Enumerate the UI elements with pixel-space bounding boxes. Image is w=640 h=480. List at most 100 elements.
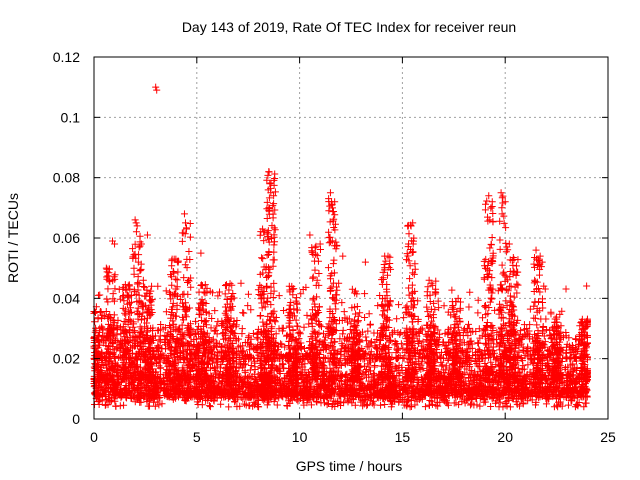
data-point [229,289,237,297]
data-point [168,281,176,289]
data-point [134,286,142,294]
data-point [396,369,404,377]
data-point [173,276,181,284]
data-point [247,361,255,369]
data-point [207,324,215,332]
data-point [544,362,552,370]
data-point [168,262,176,270]
data-point [359,369,367,377]
data-point [133,280,141,288]
data-point [158,400,166,408]
data-point [438,362,446,370]
data-point [207,364,215,372]
data-point [320,363,328,371]
data-point [362,392,370,400]
data-point [336,389,344,397]
data-point [411,389,419,397]
data-point [540,332,548,340]
data-point [213,362,221,370]
data-point [474,339,482,347]
data-point [479,381,487,389]
data-point [458,360,466,368]
data-point [131,327,139,335]
data-point [144,402,152,410]
data-point [367,367,375,375]
data-point [281,391,289,399]
data-point [342,356,350,364]
data-point [239,342,247,350]
data-point [467,337,475,345]
data-point [237,349,245,357]
data-point [363,343,371,351]
data-point [583,392,591,400]
data-point [91,318,99,326]
data-point [494,384,502,392]
data-point [415,364,423,372]
data-point [465,361,473,369]
data-point [382,350,390,358]
data-point [330,338,338,346]
data-point [185,247,193,255]
data-point [392,364,400,372]
data-point [273,401,281,409]
data-point [125,282,133,290]
data-point [244,339,252,347]
data-point [527,389,535,397]
data-point [276,389,284,397]
data-point [339,330,347,338]
data-point [164,329,172,337]
data-point [407,402,415,410]
data-point [251,363,259,371]
data-point [285,365,293,373]
data-point [519,333,527,341]
data-point [217,400,225,408]
data-point [136,323,144,331]
data-point [472,328,480,336]
data-point [515,334,523,342]
data-point [249,329,257,337]
data-point [120,401,128,409]
data-point [453,392,461,400]
data-point [397,329,405,337]
data-point [432,401,440,409]
data-point [468,344,476,352]
data-point [137,266,145,274]
data-point [206,402,214,410]
data-point [180,290,188,298]
chart-title: Day 143 of 2019, Rate Of TEC Index for r… [182,19,516,35]
data-point [136,232,144,240]
data-point [256,312,264,320]
data-point [466,338,474,346]
data-point [126,316,134,324]
data-point [438,361,446,369]
data-point [421,403,429,411]
data-point [515,348,523,356]
data-point [464,348,472,356]
data-point [199,379,207,387]
data-point [496,346,504,354]
data-point [520,365,528,373]
data-point [268,323,276,331]
data-point [458,388,466,396]
data-points [90,83,591,411]
data-point [549,390,557,398]
data-point [548,379,556,387]
data-point [574,342,582,350]
data-point [272,330,280,338]
data-point [563,340,571,348]
data-point [139,309,147,317]
data-point [301,344,309,352]
data-point [490,353,498,361]
data-point [506,403,514,411]
data-point [225,403,233,411]
data-point [385,336,393,344]
data-point [165,392,173,400]
data-point [120,389,128,397]
data-point [104,272,112,280]
data-point [156,358,164,366]
data-point [419,364,427,372]
data-point [475,339,483,347]
data-point [434,368,442,376]
data-point [234,343,242,351]
